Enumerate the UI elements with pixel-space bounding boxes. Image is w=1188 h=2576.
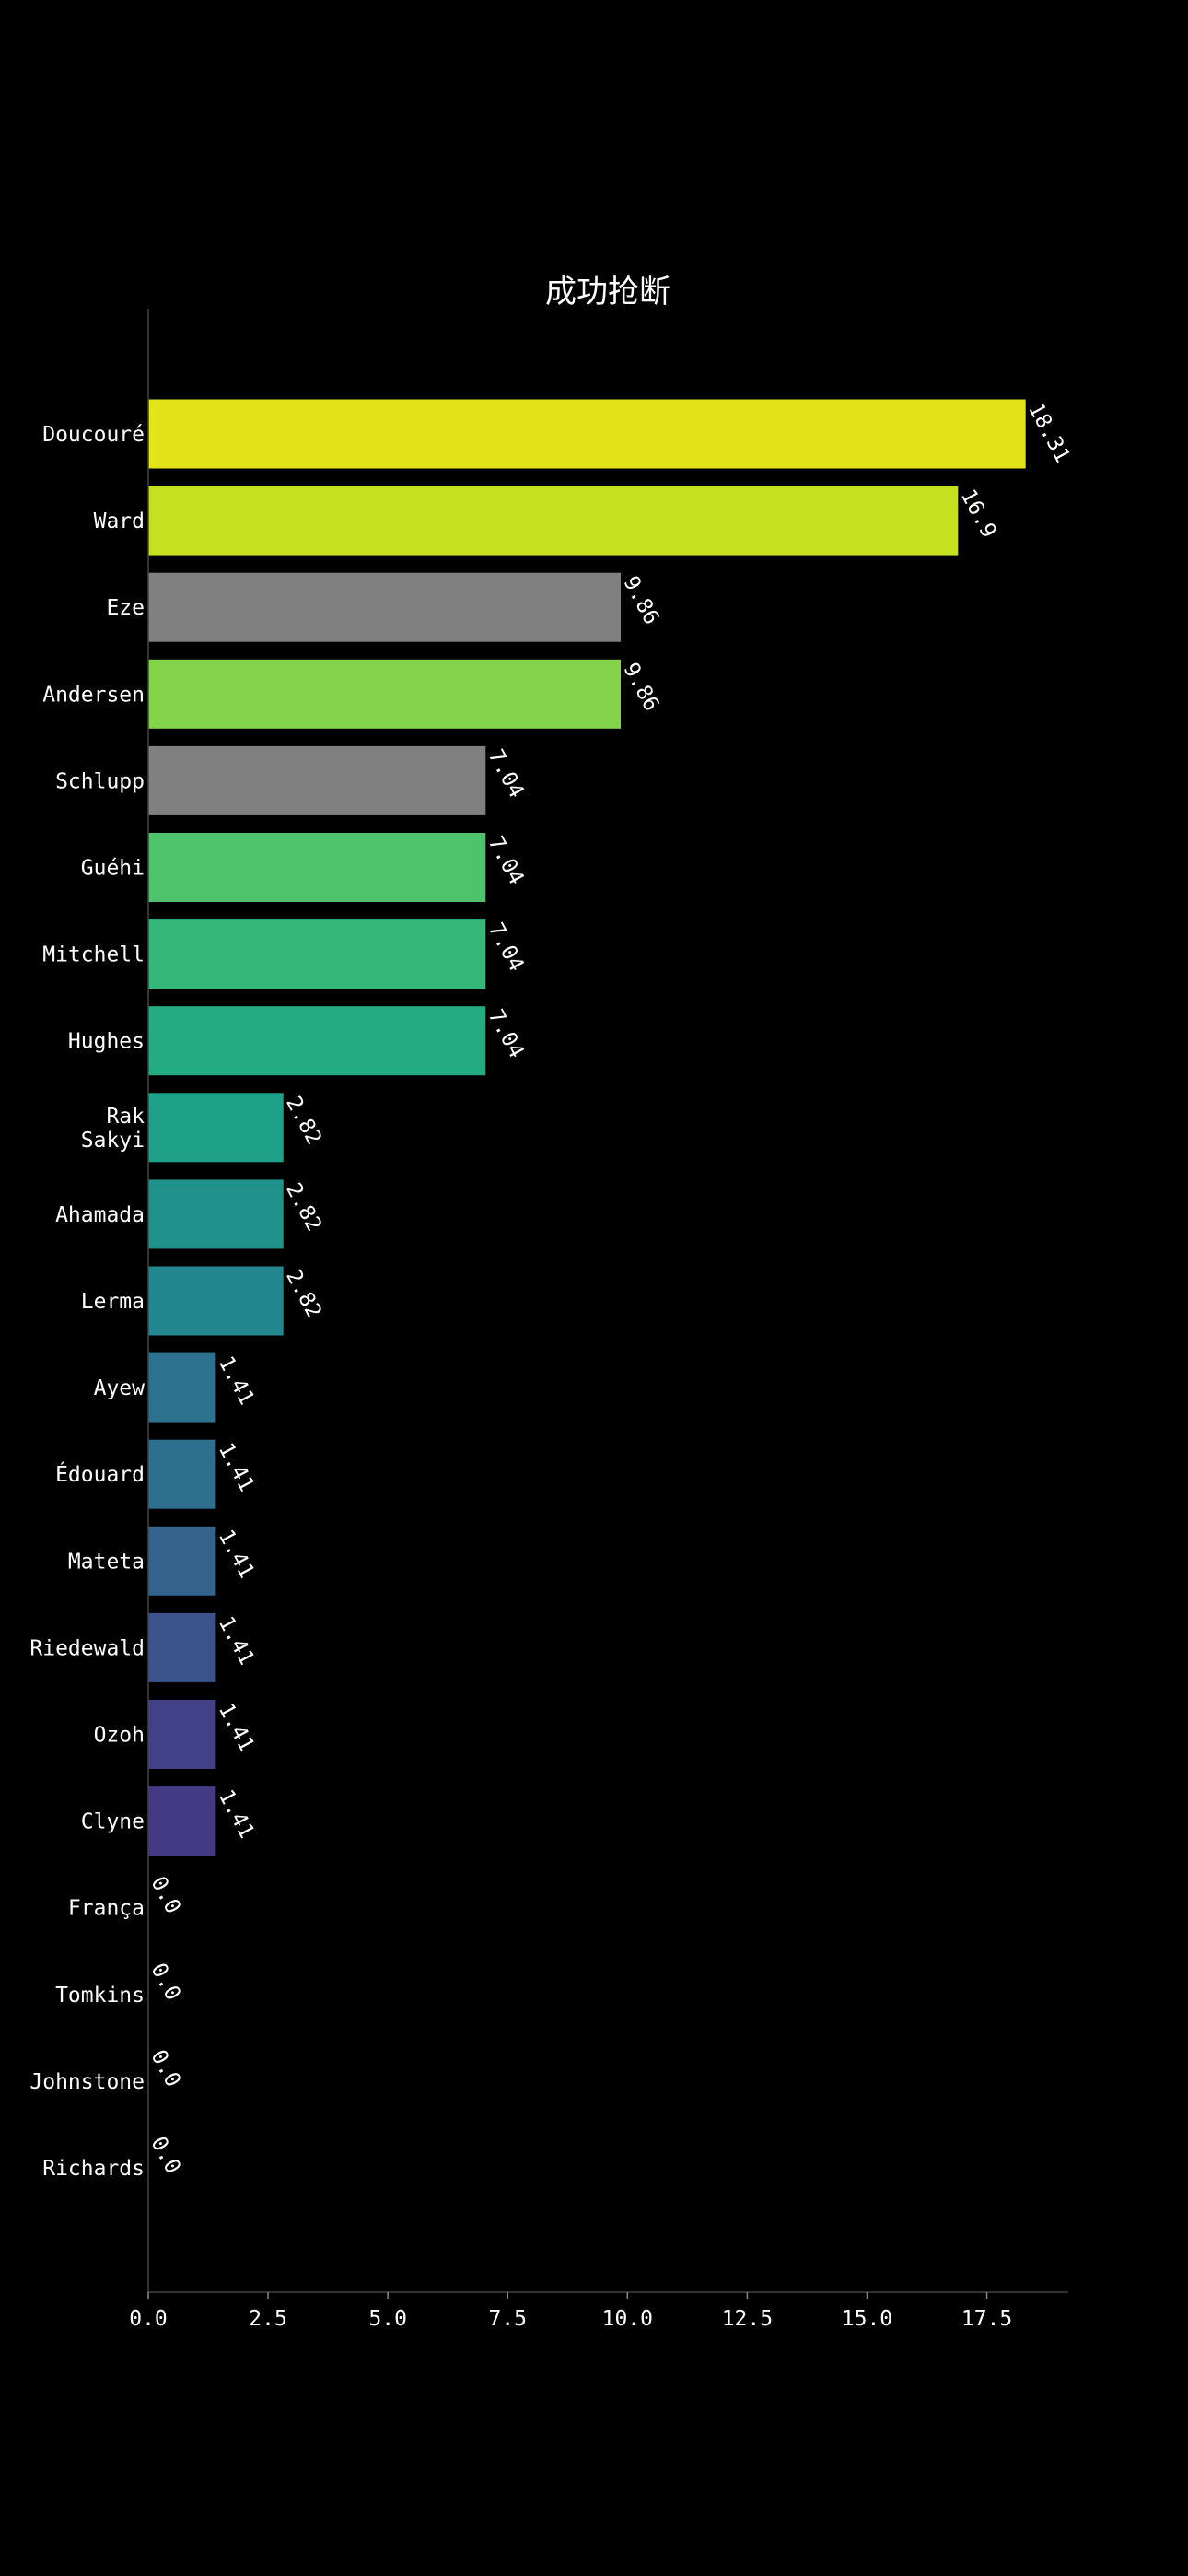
category-labels: Doucouré Ward Eze Andersen Schlupp Guéhi Mitch… <box>29 423 145 2181</box>
x-tick-label-2: 5.0 <box>368 2307 407 2331</box>
value-label-12: 1.41 <box>214 1439 259 1495</box>
value-label-13: 1.41 <box>214 1526 259 1582</box>
x-tick-label-0: 0.0 <box>129 2307 168 2331</box>
value-label-3: 9.86 <box>618 659 663 715</box>
category-label-5: Guéhi <box>81 857 145 881</box>
x-tick-label-7: 17.5 <box>961 2307 1012 2331</box>
bar-4 <box>148 745 486 815</box>
value-label-2: 9.86 <box>618 572 663 628</box>
value-label-8: 2.82 <box>281 1093 326 1149</box>
bar-0 <box>148 399 1026 469</box>
bar-6 <box>148 919 486 989</box>
value-label-6: 7.04 <box>483 919 529 976</box>
category-label-18: Tomkins <box>55 1984 145 2008</box>
category-label-17: França <box>68 1897 145 1921</box>
value-label-15: 1.41 <box>214 1699 259 1755</box>
value-label-7: 7.04 <box>483 1006 529 1062</box>
bar-2 <box>148 572 622 642</box>
bar-12 <box>148 1439 216 1509</box>
bar-7 <box>148 1006 486 1076</box>
value-label-17: 0.0 <box>146 1873 184 1918</box>
category-label-16: Clyne <box>81 1810 145 1834</box>
bar-1 <box>148 486 959 556</box>
category-label-7: Hughes <box>68 1030 145 1054</box>
bar-8 <box>148 1093 284 1163</box>
value-label-16: 1.41 <box>214 1786 259 1843</box>
bar-9 <box>148 1179 284 1249</box>
bar-15 <box>148 1700 216 1769</box>
category-label-11: Ayew <box>94 1376 146 1400</box>
bar-14 <box>148 1612 216 1682</box>
category-label-12: Édouard <box>55 1461 145 1487</box>
bar-11 <box>148 1352 216 1423</box>
x-tick-label-4: 10.0 <box>602 2307 653 2331</box>
category-label-19: Johnstone <box>29 2070 145 2094</box>
x-tick-label-3: 7.5 <box>488 2307 527 2331</box>
category-label-9: Ahamada <box>55 1203 145 1227</box>
value-label-10: 2.82 <box>281 1266 326 1322</box>
value-label-18: 0.0 <box>146 1960 184 2005</box>
category-label-3: Andersen <box>42 683 145 707</box>
category-label-8: Rak Sakyi <box>81 1105 145 1153</box>
chart-title: 成功抢断 <box>545 274 670 310</box>
category-label-1: Ward <box>94 509 145 533</box>
category-label-20: Richards <box>42 2157 145 2181</box>
category-label-10: Lerma <box>81 1290 145 1314</box>
value-label-11: 1.41 <box>214 1352 259 1409</box>
x-tick-label-6: 15.0 <box>842 2307 892 2331</box>
category-label-4: Schlupp <box>55 769 145 793</box>
value-label-14: 1.41 <box>214 1612 259 1669</box>
bar-3 <box>148 659 622 729</box>
category-label-15: Ozoh <box>94 1724 145 1748</box>
value-label-0: 18.31 <box>1023 399 1074 466</box>
value-label-5: 7.04 <box>483 832 529 888</box>
bar-16 <box>148 1786 216 1856</box>
category-label-14: Riedewald <box>29 1636 145 1660</box>
x-tick-label-5: 12.5 <box>722 2307 773 2331</box>
value-label-20: 0.0 <box>146 2133 184 2178</box>
x-axis-ticks: 0.0 2.5 5.0 7.5 10.0 12.5 15.0 17.5 <box>129 2292 1012 2331</box>
category-label-2: Eze <box>106 596 145 620</box>
value-label-1: 16.9 <box>956 486 1001 542</box>
value-label-4: 7.04 <box>483 745 529 802</box>
bar-10 <box>148 1266 284 1336</box>
bar-5 <box>148 833 486 902</box>
bars-group <box>148 399 1026 1856</box>
category-label-0: Doucouré <box>42 423 145 447</box>
value-label-19: 0.0 <box>146 2046 184 2091</box>
x-tick-label-1: 2.5 <box>249 2307 287 2331</box>
category-label-6: Mitchell <box>42 943 145 967</box>
value-label-9: 2.82 <box>281 1179 326 1235</box>
bar-13 <box>148 1526 216 1596</box>
category-label-13: Mateta <box>68 1550 145 1574</box>
